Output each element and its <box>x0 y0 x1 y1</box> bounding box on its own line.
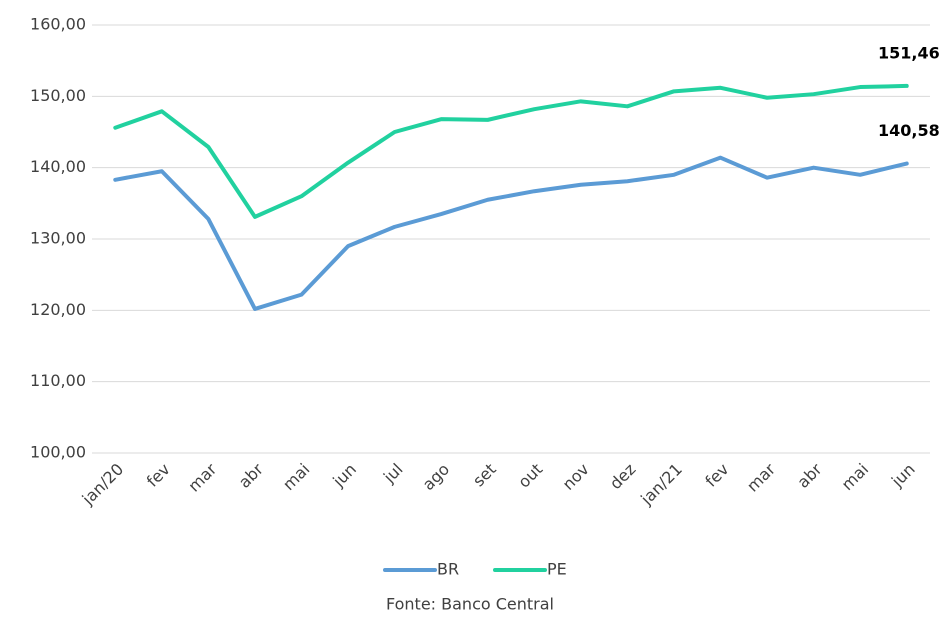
x-tick-label: jun <box>887 460 919 492</box>
data-label: 140,58 <box>878 121 939 140</box>
x-tick-label: mar <box>743 459 779 495</box>
y-tick-label: 140,00 <box>30 157 86 176</box>
x-tick-label: jan/21 <box>636 460 686 510</box>
x-tick-label: ago <box>419 460 453 494</box>
x-tick-label: set <box>469 460 500 491</box>
x-tick-label: fev <box>143 460 174 491</box>
x-tick-label: mar <box>184 459 220 495</box>
x-tick-label: mai <box>838 460 873 495</box>
data-label: 151,46 <box>878 43 939 62</box>
x-tick-label: nov <box>559 460 593 494</box>
x-tick-label: abr <box>793 459 825 491</box>
series-line <box>113 83 909 219</box>
y-tick-label: 130,00 <box>30 229 86 248</box>
x-tick-label: mai <box>279 460 314 495</box>
y-tick-label: 160,00 <box>30 15 86 34</box>
y-tick-label: 100,00 <box>30 443 86 462</box>
x-tick-label: jan/20 <box>78 460 128 510</box>
legend-label: BR <box>437 560 459 579</box>
y-tick-label: 110,00 <box>30 371 86 390</box>
y-tick-label: 120,00 <box>30 300 86 319</box>
x-tick-label: jul <box>379 460 407 488</box>
x-tick-label: dez <box>606 460 640 494</box>
series-line <box>113 155 909 311</box>
x-tick-label: fev <box>701 460 732 491</box>
x-tick-label: jun <box>328 460 360 492</box>
legend-label: PE <box>547 560 567 579</box>
y-tick-label: 150,00 <box>30 86 86 105</box>
source-note: Fonte: Banco Central <box>386 595 554 614</box>
x-tick-label: abr <box>235 459 267 491</box>
x-tick-label: out <box>514 460 546 492</box>
